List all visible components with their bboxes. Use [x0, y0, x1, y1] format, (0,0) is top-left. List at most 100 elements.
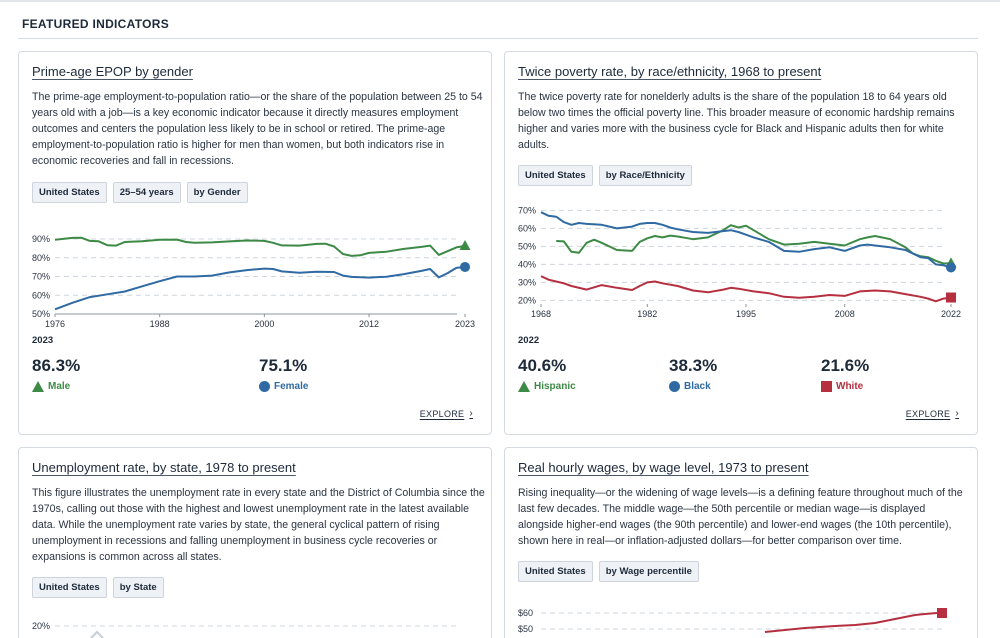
endpoint-square-marker	[937, 608, 947, 618]
series-line-hispanic	[556, 224, 952, 265]
x-tick-label: 1976	[45, 319, 65, 329]
stat-label: Black	[669, 381, 717, 392]
series-line-90th-percentile	[764, 612, 938, 633]
tag-geography[interactable]: United States	[518, 165, 593, 186]
filter-tags: United States 25–54 years by Gender	[32, 182, 248, 203]
card-title-link[interactable]: Prime-age EPOP by gender	[32, 64, 193, 79]
stat-white: 21.6% White	[821, 356, 869, 392]
wages-line-chart: $60 $50	[518, 608, 947, 634]
tag-geography[interactable]: United States	[32, 182, 107, 203]
x-tick-label: 1982	[637, 309, 657, 319]
stat-value: 21.6%	[821, 356, 870, 375]
x-tick-label: 2008	[835, 309, 855, 319]
series-line-female	[54, 265, 466, 311]
y-tick-label: 20%	[518, 295, 536, 305]
x-tick-label: 2023	[455, 319, 475, 329]
series-line-black	[540, 211, 952, 269]
triangle-icon	[518, 381, 530, 392]
x-tick-label: 2022	[941, 309, 961, 319]
tag-geography[interactable]: United States	[518, 561, 593, 582]
card-description: The prime-age employment-to-population r…	[32, 91, 483, 167]
y-tick-label: 30%	[518, 277, 536, 287]
poverty-line-chart: 20% 30% 40% 50% 60% 70% 1968 1982 1995 2008 2022	[518, 205, 961, 319]
stat-label: Hispanic	[518, 381, 576, 392]
card-description: Rising inequality—or the widening of wag…	[518, 487, 963, 547]
y-tick-label: 60%	[32, 290, 50, 300]
card-title-link[interactable]: Twice poverty rate, by race/ethnicity, 1…	[518, 64, 822, 79]
y-tick-label: 90%	[32, 234, 50, 244]
card-description: This figure illustrates the unemployment…	[32, 487, 485, 563]
x-tick-label: 1968	[531, 309, 551, 319]
card-description: The twice poverty rate for nonelderly ad…	[518, 91, 955, 151]
y-tick-label: $60	[518, 608, 533, 618]
filter-tags: United States by Race/Ethnicity	[518, 165, 692, 186]
series-line-white	[540, 275, 952, 303]
endpoint-circle-marker	[946, 262, 956, 273]
stat-value: 38.3%	[669, 356, 718, 375]
indicator-card-epop: Prime-age EPOP by gender The prime-age e…	[18, 51, 492, 435]
stat-label-text: Black	[684, 381, 711, 392]
stat-female: 75.1% Female	[259, 356, 308, 392]
section-title: FEATURED INDICATORS	[22, 17, 170, 31]
indicator-card-wages: Real hourly wages, by wage level, 1973 t…	[504, 447, 978, 638]
stat-black: 38.3% Black	[669, 356, 717, 392]
explore-link[interactable]: EXPLORE ›	[420, 408, 473, 419]
circle-icon	[259, 381, 270, 392]
stat-label-text: Female	[274, 381, 309, 392]
stat-label: Male	[32, 381, 80, 392]
top-border	[0, 0, 1000, 2]
stat-value: 86.3%	[32, 356, 81, 375]
tag-breakdown[interactable]: by State	[112, 577, 164, 598]
y-tick-label: $50	[518, 624, 533, 634]
y-tick-label: 40%	[518, 259, 536, 269]
unemployment-line-chart: 20%	[32, 621, 457, 638]
filter-tags: United States by Wage percentile	[518, 561, 699, 582]
y-tick-label: 20%	[32, 621, 50, 631]
y-tick-label: 70%	[518, 205, 536, 215]
chevron-right-icon: ›	[955, 408, 959, 419]
latest-year: 2023	[32, 335, 54, 346]
endpoint-square-marker	[946, 292, 956, 303]
y-tick-label: 60%	[518, 223, 536, 233]
square-icon	[821, 381, 832, 392]
stat-male: 86.3% Male	[32, 356, 80, 392]
y-tick-label: 50%	[32, 309, 50, 319]
tag-breakdown[interactable]: by Wage percentile	[598, 561, 699, 582]
filter-tags: United States by State	[32, 577, 164, 598]
x-tick-label: 2012	[359, 319, 379, 329]
stat-hispanic: 40.6% Hispanic	[518, 356, 576, 392]
stat-value: 40.6%	[518, 356, 567, 375]
y-tick-label: 50%	[518, 241, 536, 251]
x-tick-label: 2000	[254, 319, 274, 329]
section-divider	[18, 38, 978, 39]
endpoint-triangle-marker	[459, 239, 471, 250]
y-tick-label: 70%	[32, 272, 50, 282]
series-line-partial	[90, 630, 104, 638]
stat-label-text: Male	[48, 381, 71, 392]
stat-label-text: Hispanic	[534, 381, 576, 392]
tag-breakdown[interactable]: by Gender	[186, 182, 248, 203]
epop-line-chart: 50% 60% 70% 80% 90% 1976 1988 2000 2012 2023	[32, 234, 475, 329]
x-tick-label: 1995	[736, 309, 756, 319]
card-title-link[interactable]: Real hourly wages, by wage level, 1973 t…	[518, 460, 809, 475]
stat-label: Female	[259, 381, 308, 392]
explore-label: EXPLORE	[419, 408, 465, 419]
endpoint-circle-marker	[460, 261, 470, 272]
series-line-male	[54, 236, 466, 257]
y-tick-label: 80%	[32, 253, 50, 263]
circle-icon	[669, 381, 680, 392]
explore-label: EXPLORE	[905, 408, 951, 419]
tag-age[interactable]: 25–54 years	[112, 182, 181, 203]
stat-value: 75.1%	[259, 356, 308, 375]
explore-link[interactable]: EXPLORE ›	[906, 408, 959, 419]
chevron-right-icon: ›	[469, 408, 473, 419]
card-title-link[interactable]: Unemployment rate, by state, 1978 to pre…	[32, 460, 296, 475]
tag-breakdown[interactable]: by Race/Ethnicity	[598, 165, 692, 186]
triangle-icon	[32, 381, 44, 392]
stat-label: White	[821, 381, 869, 392]
latest-year: 2022	[518, 335, 540, 346]
tag-geography[interactable]: United States	[32, 577, 107, 598]
x-tick-label: 1988	[150, 319, 170, 329]
indicator-card-unemployment: Unemployment rate, by state, 1978 to pre…	[18, 447, 492, 638]
stat-label-text: White	[836, 381, 864, 392]
